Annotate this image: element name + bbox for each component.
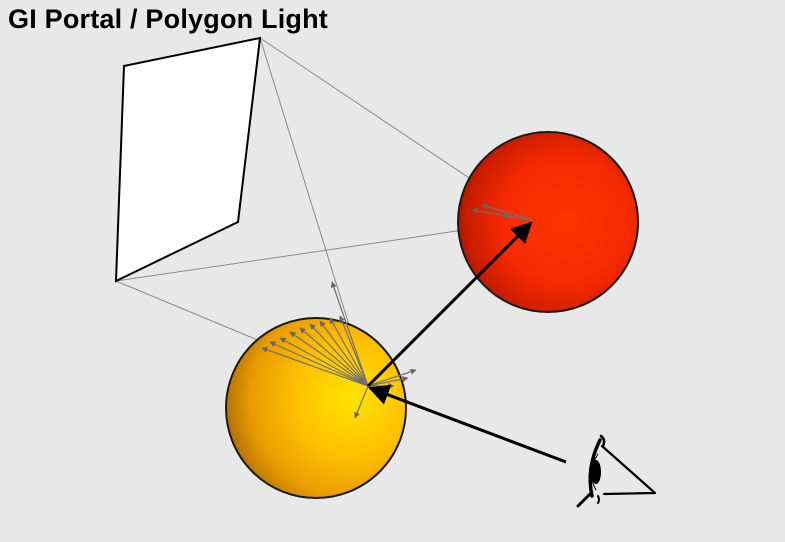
diagram-title: GI Portal / Polygon Light <box>8 4 328 34</box>
polygon-light-portal <box>114 36 262 283</box>
red-sphere-sample-rays <box>471 203 533 221</box>
yellow-sphere <box>225 317 407 499</box>
camera-ray-arrow <box>368 384 567 464</box>
bounce-ray-arrow <box>366 221 533 388</box>
red-sphere <box>457 131 639 313</box>
eye-icon <box>576 434 657 508</box>
